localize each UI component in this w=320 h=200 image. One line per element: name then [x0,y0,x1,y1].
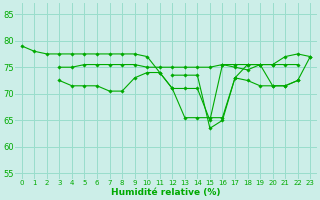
X-axis label: Humidité relative (%): Humidité relative (%) [111,188,221,197]
